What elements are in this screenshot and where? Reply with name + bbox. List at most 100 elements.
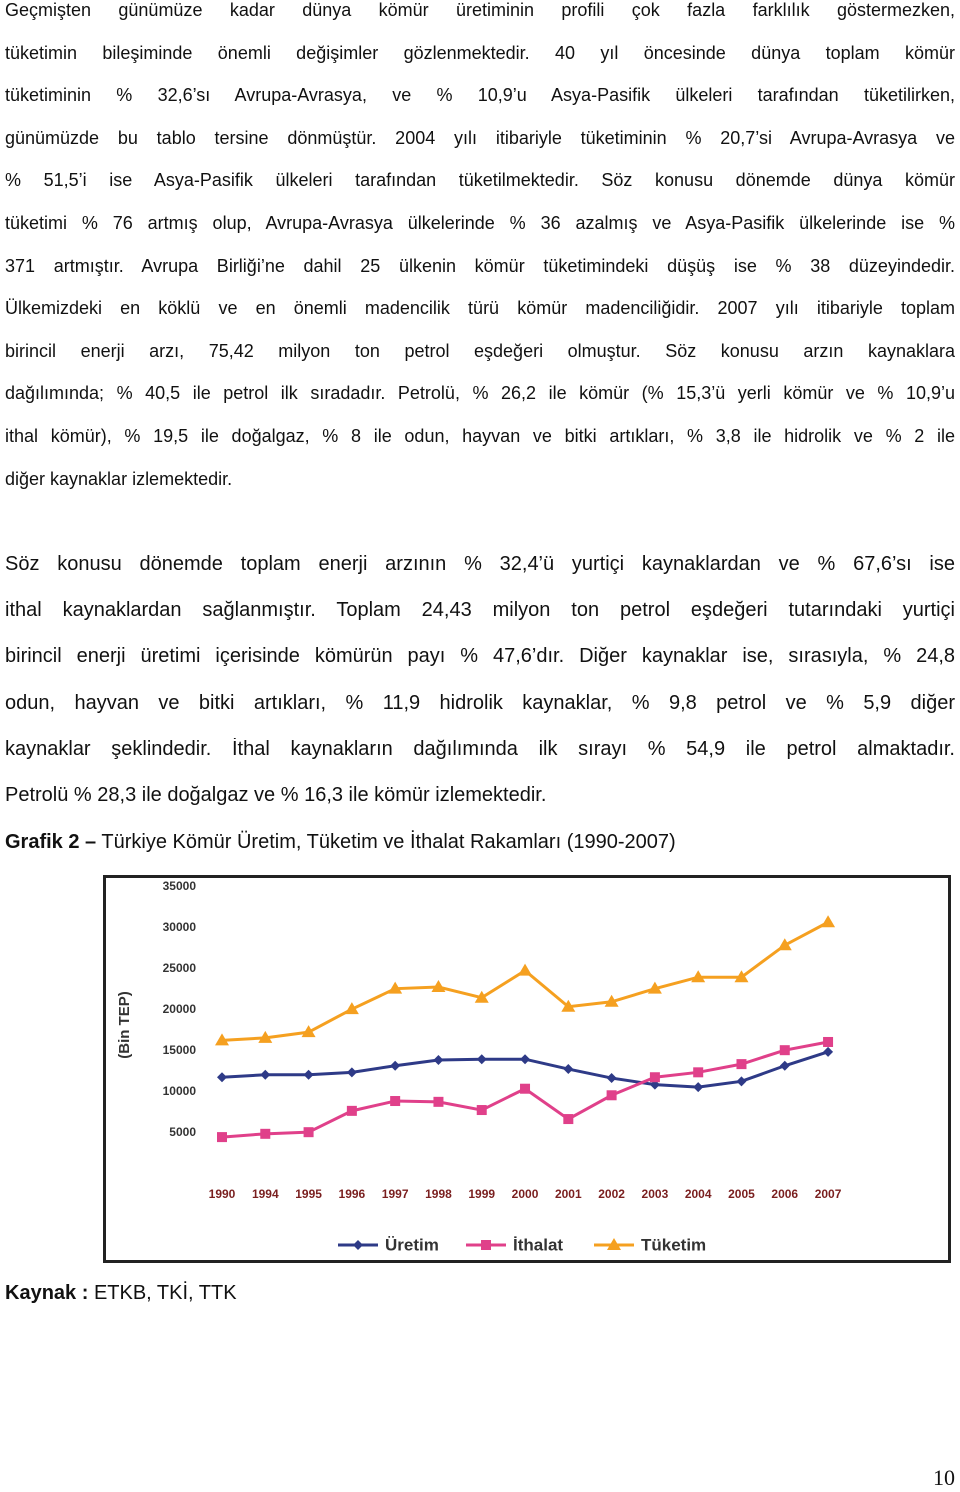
text-line: Ülkemizdeki en köklü ve en önemli madenc… <box>5 298 955 319</box>
data-point <box>215 1033 229 1046</box>
data-point <box>693 1067 704 1078</box>
data-point <box>691 970 706 983</box>
x-tick-label: 2007 <box>815 1187 842 1201</box>
x-tick-label: 1990 <box>209 1187 236 1201</box>
legend-marker <box>481 1240 491 1250</box>
data-point <box>561 999 576 1012</box>
data-point <box>390 1060 401 1071</box>
data-point <box>260 1069 271 1080</box>
text-line: Geçmişten günümüze kadar dünya kömür üre… <box>5 0 955 20</box>
data-point <box>647 981 662 994</box>
text-line: birincil enerji üretimi içerisinde kömür… <box>5 645 955 668</box>
y-tick-label: 15000 <box>163 1043 197 1057</box>
legend-marker <box>607 1238 621 1250</box>
caption-label: Grafik 2 – <box>5 831 97 853</box>
data-point <box>604 994 619 1007</box>
y-tick-label: 5000 <box>169 1125 196 1139</box>
data-point <box>217 1072 227 1083</box>
data-point <box>431 980 446 993</box>
legend-label: İthalat <box>513 1235 563 1254</box>
legend-marker <box>353 1240 363 1250</box>
text-line: Petrolü % 28,3 ile doğalgaz ve % 16,3 il… <box>5 784 547 806</box>
legend-label: Üretim <box>385 1235 439 1254</box>
x-tick-label: 2003 <box>642 1187 669 1201</box>
x-tick-label: 2005 <box>728 1187 755 1201</box>
data-point <box>476 1105 487 1116</box>
data-point <box>346 1105 357 1116</box>
data-point <box>346 1067 357 1078</box>
text-line: % 51,5’i ise Asya-Pasifik ülkeleri taraf… <box>5 170 955 191</box>
text-line: dağılımında; % 40,5 ile petrol ilk sırad… <box>5 383 955 404</box>
legend: Üretim İthalat Tüketim <box>338 1235 706 1254</box>
y-tick-label: 20000 <box>163 1002 197 1016</box>
text-line: 371 artmıştır. Avrupa Birliği’ne dahil 2… <box>5 255 955 276</box>
data-point <box>388 981 403 994</box>
data-point <box>736 1059 747 1070</box>
data-point <box>476 1054 487 1065</box>
x-tick-label: 1997 <box>382 1187 409 1201</box>
data-point <box>734 970 749 983</box>
data-point <box>217 1132 227 1143</box>
x-tick-label: 1996 <box>339 1187 366 1201</box>
x-tick-label: 2000 <box>512 1187 539 1201</box>
data-point <box>779 1060 790 1071</box>
x-tick-label: 1998 <box>425 1187 452 1201</box>
x-tick-label: 2004 <box>685 1187 712 1201</box>
source-text: ETKB, TKİ, TTK <box>93 1282 237 1304</box>
data-point <box>301 1025 316 1038</box>
data-point <box>821 915 836 928</box>
data-point <box>649 1072 660 1083</box>
text-line: birincil enerji arzı, 75,42 milyon ton p… <box>5 340 955 361</box>
y-tick-label: 35000 <box>163 879 197 893</box>
x-tick-label: 1999 <box>468 1187 495 1201</box>
data-point <box>303 1069 314 1080</box>
data-point <box>777 938 792 951</box>
text-line: günümüzde bu tablo tersine dönmüştür. 20… <box>5 127 955 148</box>
y-tick-label: 25000 <box>163 961 197 975</box>
text-line: tüketimi % 76 artmış olup, Avrupa-Avrasy… <box>5 213 955 233</box>
source-label: Kaynak : <box>5 1282 89 1304</box>
x-tick-label: 2002 <box>598 1187 625 1201</box>
data-point <box>779 1045 790 1056</box>
data-point <box>520 1083 531 1094</box>
y-tick-label: 30000 <box>163 920 197 934</box>
y-tick-label: 10000 <box>163 1084 197 1098</box>
data-point <box>260 1128 271 1139</box>
data-point <box>606 1073 617 1084</box>
source: Kaynak : ETKB, TKİ, TTK <box>5 1282 237 1305</box>
data-point <box>518 963 533 976</box>
data-point <box>344 1002 359 1015</box>
text-line: ithal kömür), % 19,5 ile doğalgaz, % 8 i… <box>5 426 955 446</box>
text-line: diğer kaynaklar izlemektedir. <box>5 468 233 489</box>
text-line: Söz konusu dönemde toplam enerji arzının… <box>5 553 955 575</box>
figure-caption: Grafik 2 – Türkiye Kömür Üretim, Tüketim… <box>5 831 676 854</box>
text-line: ithal kaynaklardan sağlanmıştır. Toplam … <box>5 599 955 622</box>
data-point <box>390 1096 401 1107</box>
x-tick-label: 2001 <box>555 1187 582 1201</box>
data-point <box>433 1096 444 1107</box>
text-line: kaynaklar şeklindedir. İthal kaynakların… <box>5 737 955 760</box>
chart: (Bin TEP) 5000 10000 15000 20000 25000 30000 35… <box>103 875 951 1263</box>
data-point <box>563 1114 574 1125</box>
page-number: 10 <box>933 1465 955 1490</box>
caption-text: Türkiye Kömür Üretim, Tüketim ve İthalat… <box>101 831 676 853</box>
data-point <box>823 1036 834 1047</box>
chart-frame <box>103 875 951 1263</box>
data-point <box>474 990 489 1003</box>
data-point <box>606 1090 617 1101</box>
data-point <box>823 1046 834 1057</box>
data-point <box>736 1076 747 1087</box>
data-point <box>258 1030 273 1043</box>
x-tick-label: 1994 <box>252 1187 279 1201</box>
data-point <box>433 1055 444 1066</box>
data-point <box>693 1082 704 1093</box>
data-point <box>563 1064 574 1075</box>
data-point <box>520 1054 531 1065</box>
x-tick-label: 1995 <box>295 1187 322 1201</box>
legend-label: Tüketim <box>641 1235 706 1254</box>
text-line: tüketimin bileşiminde önemli değişimler … <box>5 42 955 63</box>
data-point <box>303 1127 314 1138</box>
text-line: odun, hayvan ve bitki artıkları, % 11,9 … <box>5 691 955 714</box>
y-axis-title: (Bin TEP) <box>116 991 133 1059</box>
